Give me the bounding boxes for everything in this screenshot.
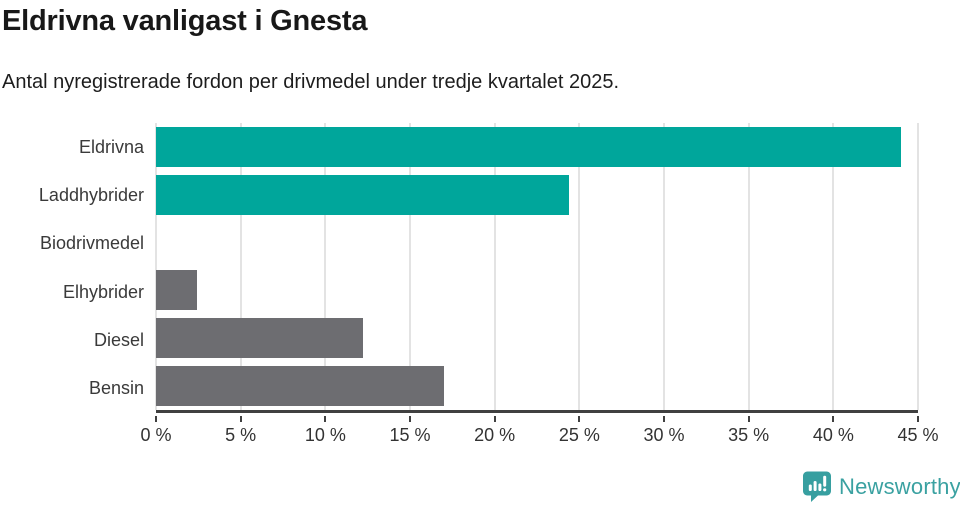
bar	[156, 126, 902, 167]
gridline	[832, 123, 835, 410]
x-tick-label: 0 %	[140, 425, 172, 445]
gridline	[155, 123, 157, 410]
category-label: Elhybrider	[62, 281, 144, 302]
gridline	[324, 123, 327, 410]
x-tick-label: 15 %	[389, 425, 431, 445]
bar-row	[156, 123, 918, 171]
category-label: Eldrivna	[78, 136, 144, 157]
gridline	[663, 123, 665, 410]
gridline	[239, 123, 242, 410]
chart-title: Eldrivna vanligast i Gnesta	[2, 5, 368, 37]
bar-row	[156, 171, 918, 219]
x-tick-label: 45 %	[897, 425, 939, 445]
gridline	[493, 123, 496, 410]
x-tick-mark	[409, 416, 411, 422]
bar-row	[156, 314, 918, 362]
x-tick-label: 35 %	[728, 425, 770, 445]
bar	[156, 318, 363, 359]
x-tick-label: 5 %	[225, 425, 257, 445]
newsworthy-icon	[803, 471, 831, 502]
chart-subtitle: Antal nyregistrerade fordon per drivmede…	[2, 71, 620, 93]
x-tick-mark	[917, 416, 919, 422]
x-axis: 0 % 5 % 10 % 15 % 20 % 25 % 30 % 35 % 40 % 45 %	[140, 416, 939, 458]
x-tick-label: 40 %	[812, 425, 854, 445]
x-tick-mark	[832, 416, 835, 422]
gridline	[747, 123, 750, 410]
category-label: Bensin	[88, 378, 144, 399]
bar	[156, 174, 570, 215]
gridline	[917, 123, 919, 410]
category-label: Biodrivmedel	[39, 233, 144, 254]
bar-row	[156, 266, 918, 314]
bar-row	[156, 219, 918, 267]
category-labels: Eldrivna Laddhybrider Biodrivmedel Elhybrid…	[0, 123, 144, 413]
x-tick-label: 20 %	[474, 425, 516, 445]
bar	[156, 366, 444, 407]
newsworthy-wordmark: Newsworthy	[839, 473, 960, 499]
x-tick-mark	[578, 416, 581, 422]
category-label: Laddhybrider	[38, 184, 144, 205]
x-tick-mark	[493, 416, 496, 422]
gridline	[578, 123, 581, 410]
x-tick-mark	[239, 416, 242, 422]
x-tick-mark	[155, 416, 157, 422]
category-label: Diesel	[93, 329, 144, 350]
gridline	[409, 123, 411, 410]
bar	[156, 270, 197, 311]
plot-area	[155, 123, 919, 413]
x-tick-mark	[663, 416, 665, 422]
bar-rows	[156, 123, 918, 410]
x-tick-mark	[324, 416, 327, 422]
x-tick-mark	[747, 416, 750, 422]
x-tick-label: 10 %	[304, 425, 346, 445]
bar-row	[156, 362, 918, 410]
x-tick-label: 25 %	[558, 425, 600, 445]
x-tick-label: 30 %	[643, 425, 685, 445]
newsworthy-logo: Newsworthy	[802, 470, 960, 503]
